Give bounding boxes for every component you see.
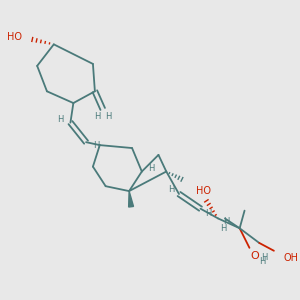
Polygon shape [129, 191, 134, 207]
Text: H: H [94, 112, 100, 121]
Text: H: H [148, 164, 155, 173]
Text: H: H [220, 224, 226, 233]
Text: H: H [205, 209, 212, 218]
Text: H: H [223, 217, 229, 226]
Text: H: H [168, 184, 174, 194]
Text: O: O [250, 250, 259, 261]
Text: H: H [105, 112, 112, 121]
Text: H: H [93, 141, 99, 150]
Text: H: H [58, 115, 64, 124]
Text: H: H [259, 257, 265, 266]
Text: HO: HO [196, 186, 211, 196]
Text: OH: OH [284, 253, 299, 262]
Text: H: H [261, 253, 267, 262]
Text: HO: HO [8, 32, 22, 41]
